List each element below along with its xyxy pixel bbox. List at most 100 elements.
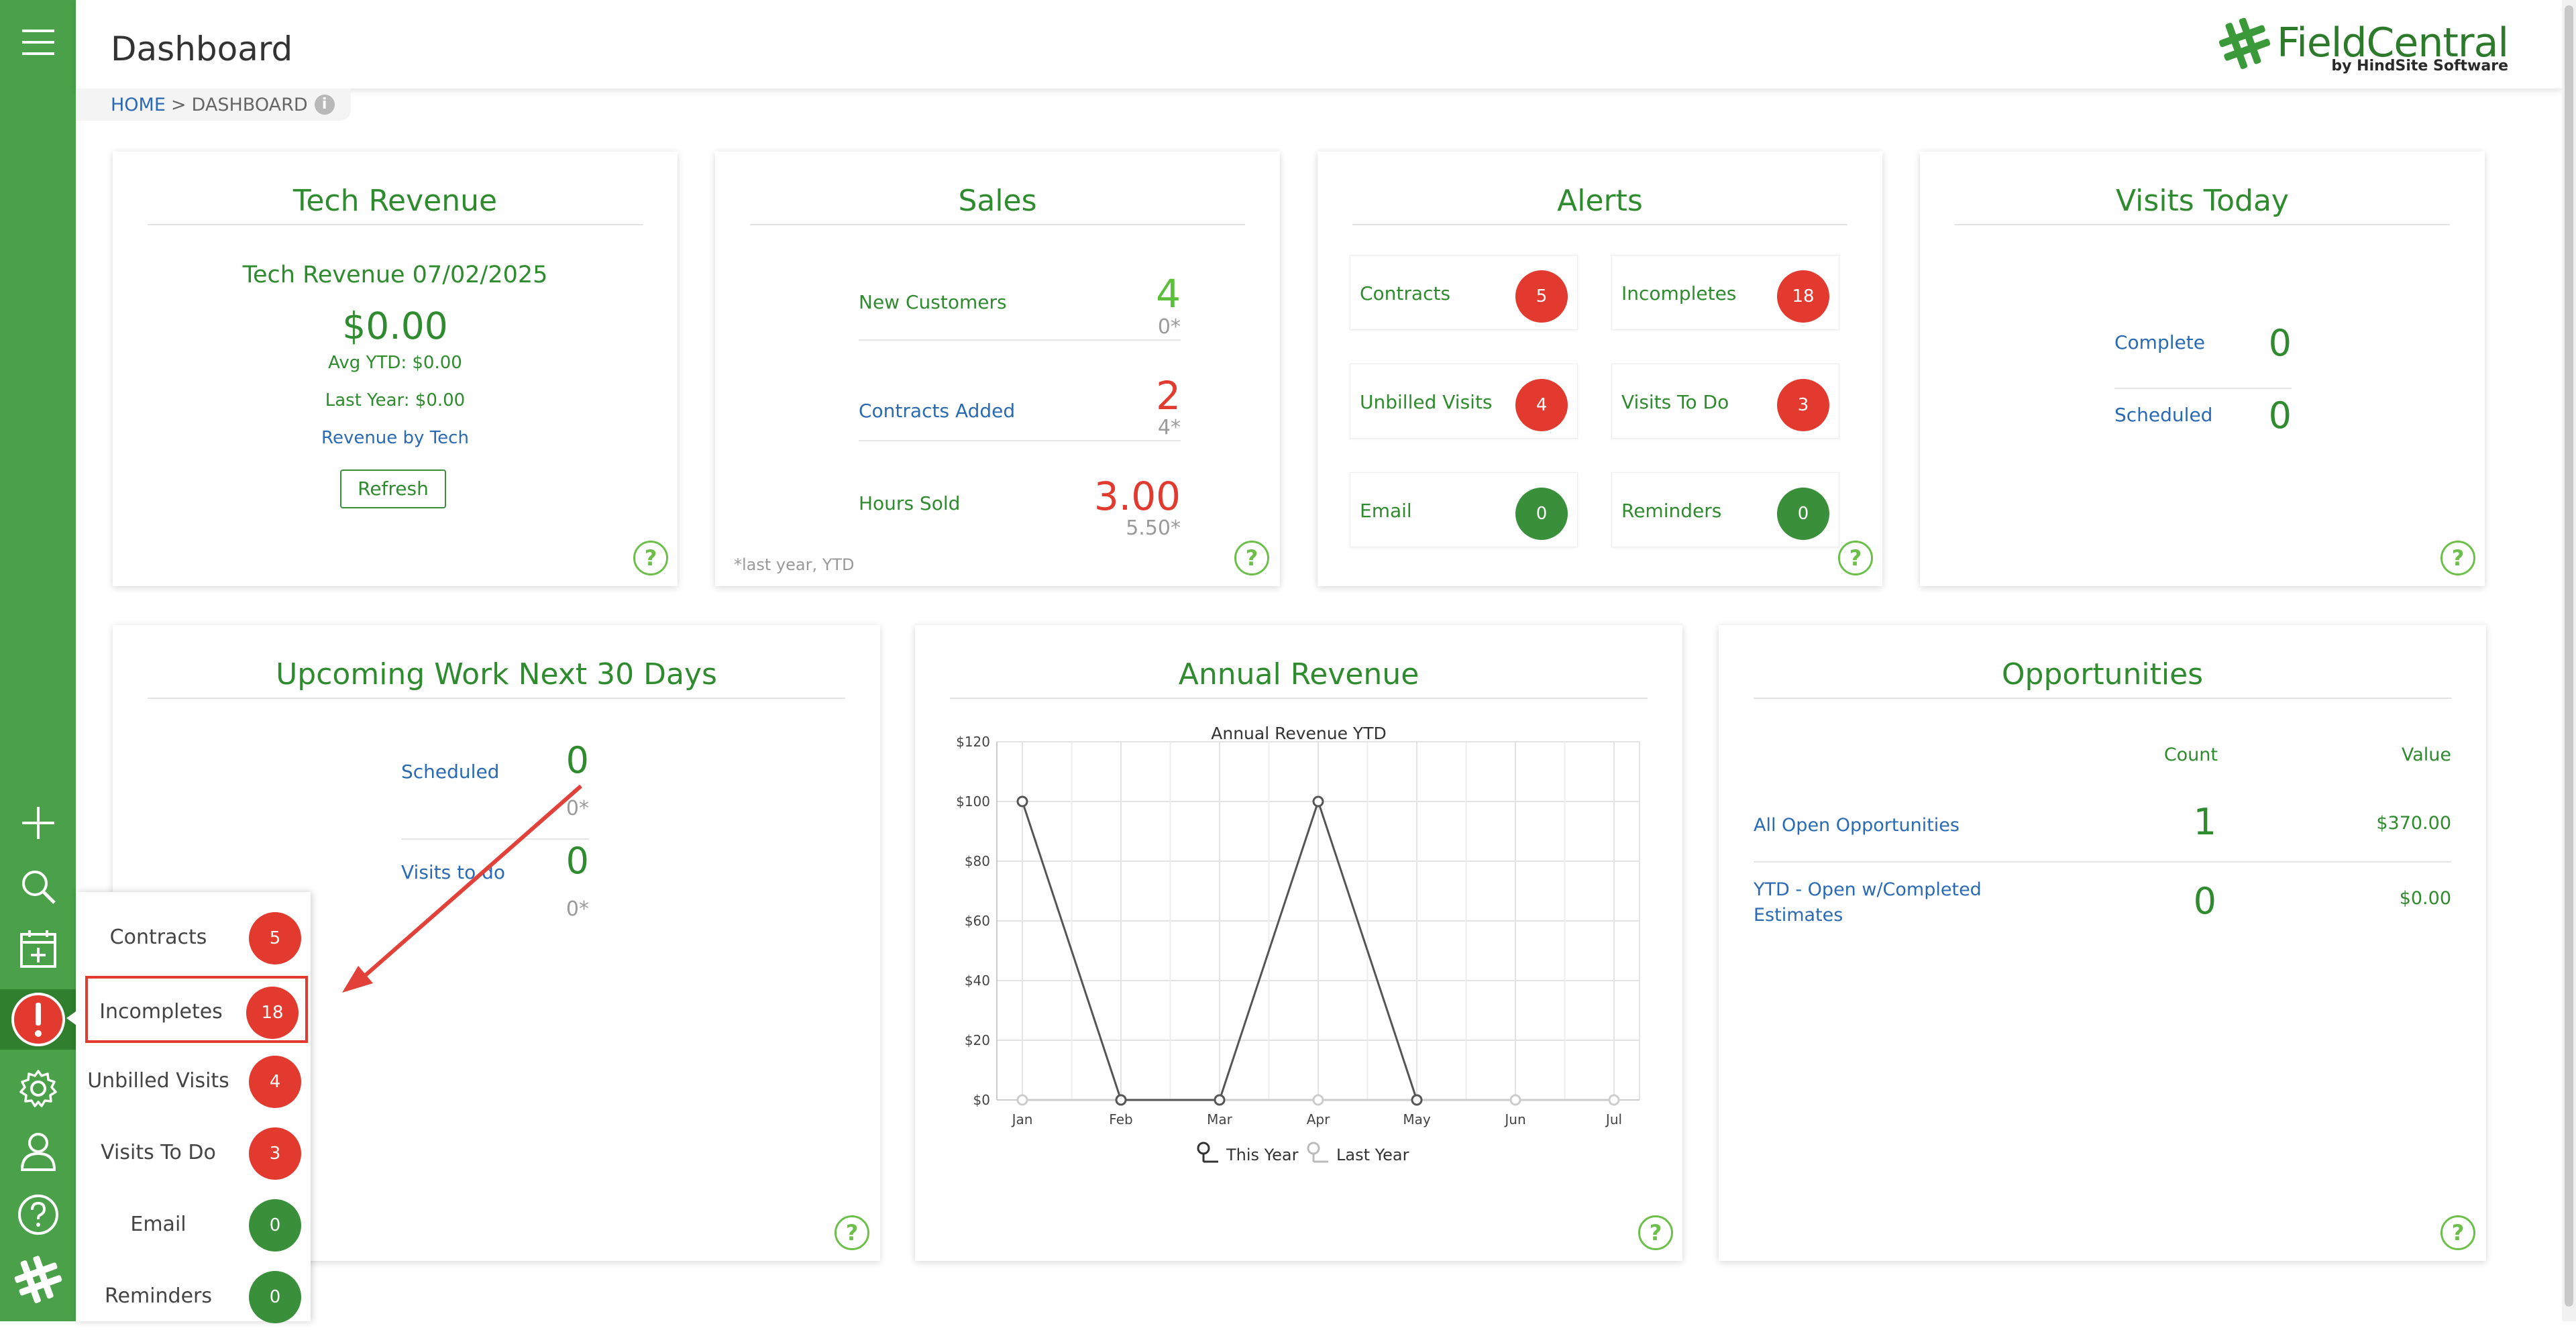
opportunity-label[interactable]: YTD - Open w/Completed Estimates: [1754, 879, 1982, 926]
search-button[interactable]: [0, 856, 76, 917]
sales-footnote: *last year, YTD: [734, 555, 855, 574]
popup-item[interactable]: Email 0: [85, 1191, 308, 1258]
help-icon[interactable]: ?: [1638, 1215, 1673, 1250]
y-tick-label: $40: [965, 973, 990, 989]
info-icon[interactable]: i: [314, 95, 335, 115]
fieldcentral-home-button[interactable]: [0, 1249, 76, 1309]
help-icon[interactable]: ?: [1234, 541, 1269, 575]
card-title: Visits Today: [1955, 184, 2450, 225]
help-icon[interactable]: ?: [835, 1215, 869, 1250]
settings-button[interactable]: [0, 1058, 76, 1119]
alerts-button[interactable]: [0, 989, 76, 1050]
data-point: [1312, 795, 1324, 808]
logo-mark-icon: [2218, 17, 2271, 69]
visits-row-label[interactable]: Complete: [2114, 331, 2205, 353]
help-icon[interactable]: ?: [1838, 541, 1873, 575]
alert-cell[interactable]: Incompletes 18: [1611, 255, 1839, 330]
help-icon: [17, 1195, 58, 1235]
calendar-add-icon: [19, 930, 56, 968]
alert-cell[interactable]: Unbilled Visits 4: [1350, 364, 1578, 439]
alerts-card: Alerts ? Contracts 5 Incompletes 18 Unbilled…: [1318, 152, 1882, 586]
legend-last-year-marker: [1307, 1142, 1320, 1155]
popup-item[interactable]: Visits To Do 3: [85, 1119, 308, 1186]
vertical-scrollbar[interactable]: [2562, 0, 2576, 1321]
popup-item[interactable]: Contracts 5: [85, 904, 308, 971]
legend-this-year: This Year: [1226, 1146, 1299, 1164]
alert-cell[interactable]: Visits To Do 3: [1611, 364, 1839, 439]
alert-icon: [11, 993, 65, 1046]
upcoming-row-value: 0: [566, 840, 589, 882]
x-tick-label: Feb: [1109, 1111, 1132, 1127]
popup-item-label: Incompletes: [99, 1000, 223, 1023]
y-tick-label: $100: [956, 793, 990, 810]
upcoming-row-prev: 0*: [566, 797, 589, 820]
visits-row-value: 0: [2268, 394, 2292, 437]
legend-this-year-marker: [1197, 1142, 1210, 1155]
card-title: Opportunities: [1754, 657, 2451, 699]
data-point: [1115, 1094, 1127, 1106]
x-tick-label: Jul: [1605, 1111, 1622, 1127]
visits-row-label[interactable]: Scheduled: [2114, 404, 2213, 426]
profile-button[interactable]: [0, 1121, 76, 1182]
alert-count-badge: 0: [1777, 488, 1829, 540]
alert-cell[interactable]: Reminders 0: [1611, 472, 1839, 547]
refresh-button[interactable]: Refresh: [340, 469, 446, 508]
visits-today-card: Visits Today ? Complete 0 Scheduled 0: [1920, 152, 2485, 586]
popup-item[interactable]: Unbilled Visits 4: [85, 1048, 308, 1115]
x-tick-label: Apr: [1307, 1111, 1330, 1127]
sales-row-value: 2: [1156, 373, 1181, 419]
scrollbar-thumb[interactable]: [2565, 5, 2573, 1307]
data-point: [1214, 1094, 1226, 1106]
add-button[interactable]: [0, 793, 76, 853]
menu-button[interactable]: [0, 12, 76, 72]
sales-row: Contracts Added 2 4*: [859, 347, 1181, 441]
sales-row-label[interactable]: Contracts Added: [859, 400, 1016, 422]
upcoming-row-label[interactable]: Scheduled: [401, 761, 500, 783]
visits-row: Scheduled 0: [2114, 394, 2292, 461]
popup-item[interactable]: Reminders 0: [85, 1263, 308, 1330]
opportunity-value: $370.00: [2376, 813, 2451, 834]
alert-count-badge: 3: [1777, 379, 1829, 431]
x-tick-label: Jun: [1503, 1111, 1525, 1127]
opportunity-value: $0.00: [2399, 888, 2451, 909]
x-tick-label: Jan: [1011, 1111, 1033, 1127]
popup-item[interactable]: Incompletes 18: [85, 976, 308, 1043]
gear-icon: [19, 1070, 57, 1107]
alert-cell[interactable]: Email 0: [1350, 472, 1578, 547]
fieldcentral-logo[interactable]: FieldCentral by HindSite Software: [2218, 16, 2509, 74]
visits-row: Complete 0: [2114, 322, 2292, 389]
logo-subtext: by HindSite Software: [2331, 58, 2508, 74]
popup-item-label: Contracts: [109, 926, 207, 949]
help-icon[interactable]: ?: [2440, 1215, 2475, 1250]
alert-label: Reminders: [1621, 500, 1722, 522]
popup-count-badge: 0: [249, 1271, 301, 1323]
help-icon[interactable]: ?: [633, 541, 668, 575]
help-icon[interactable]: ?: [2440, 541, 2475, 575]
help-button[interactable]: [0, 1184, 76, 1245]
data-point: [1312, 1094, 1324, 1106]
revenue-by-tech-link[interactable]: Revenue by Tech: [321, 428, 469, 448]
sales-row-label[interactable]: Hours Sold: [859, 492, 961, 514]
alert-label: Incompletes: [1621, 282, 1737, 304]
opportunity-label[interactable]: All Open Opportunities: [1754, 815, 1960, 836]
y-tick-label: $0: [973, 1092, 990, 1108]
menu-icon: [21, 30, 54, 55]
popup-count-badge: 3: [249, 1127, 301, 1180]
y-tick-label: $60: [965, 913, 990, 929]
logo-text: FieldCentral: [2277, 19, 2509, 66]
sales-row: New Customers 4 0*: [859, 247, 1181, 341]
alert-cell[interactable]: Contracts 5: [1350, 255, 1578, 330]
alert-label: Email: [1360, 500, 1412, 522]
schedule-button[interactable]: [0, 919, 76, 979]
page-title: Dashboard: [111, 30, 293, 68]
alert-count-badge: 0: [1515, 488, 1568, 540]
sales-row-label[interactable]: New Customers: [859, 291, 1007, 313]
count-column-header: Count: [2163, 744, 2218, 765]
upcoming-row-label[interactable]: Visits to do: [401, 861, 506, 883]
opportunity-row: All Open Opportunities 1 $370.00: [1754, 795, 2451, 863]
alert-count-badge: 18: [1777, 270, 1829, 323]
tech-revenue-card: Tech Revenue Tech Revenue 07/02/2025 $0.…: [113, 152, 678, 586]
breadcrumb-home-link[interactable]: HOME: [111, 94, 166, 115]
alert-count-badge: 4: [1515, 379, 1568, 431]
card-title: Annual Revenue: [950, 657, 1648, 699]
